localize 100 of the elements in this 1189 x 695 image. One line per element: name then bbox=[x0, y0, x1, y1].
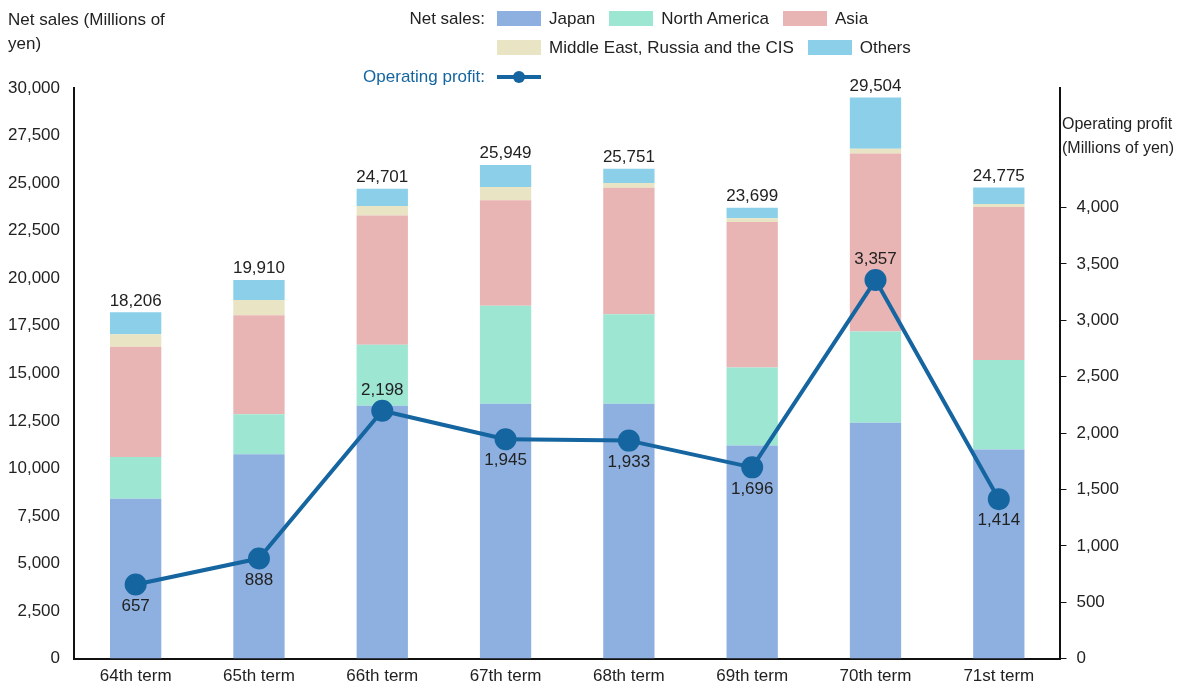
data-label: 1,945 bbox=[484, 450, 527, 470]
data-label: 1,696 bbox=[730, 478, 774, 498]
bar bbox=[603, 183, 655, 188]
y2-tick-label: 0 bbox=[1076, 648, 1086, 668]
bar bbox=[233, 279, 285, 301]
total-label: 24,701 bbox=[356, 166, 409, 186]
y2-tick-label: 500 bbox=[1076, 591, 1105, 611]
x-tick-label: 66th term bbox=[346, 666, 419, 686]
bar bbox=[973, 449, 1025, 659]
total-label: 29,504 bbox=[849, 75, 902, 95]
x-tick-label: 70th term bbox=[839, 666, 912, 686]
bar bbox=[973, 359, 1025, 450]
y2-tick-label: 3,500 bbox=[1076, 253, 1120, 273]
data-label: 888 bbox=[244, 569, 274, 589]
point bbox=[617, 429, 640, 452]
total-label: 24,775 bbox=[972, 165, 1025, 185]
bar bbox=[233, 315, 285, 415]
bar bbox=[726, 367, 778, 446]
point bbox=[124, 573, 147, 596]
bar bbox=[233, 300, 285, 316]
bar bbox=[726, 445, 778, 659]
bar bbox=[603, 403, 655, 659]
data-label: 657 bbox=[121, 595, 150, 615]
total-label: 19,910 bbox=[232, 258, 285, 278]
y2-tick-label: 1,500 bbox=[1076, 479, 1120, 499]
bar bbox=[726, 218, 778, 223]
total-label: 25,949 bbox=[479, 143, 532, 163]
y2-axis-title: Operating profit (Millions of yen) bbox=[1062, 114, 1176, 158]
y-tick-label: 22,500 bbox=[8, 220, 60, 240]
point bbox=[864, 269, 887, 292]
x-tick-label: 64th term bbox=[99, 666, 172, 686]
legend-label: Others bbox=[859, 37, 911, 58]
y2-tick-label: 4,000 bbox=[1076, 197, 1120, 217]
y-tick-label: 20,000 bbox=[8, 267, 60, 287]
bar bbox=[849, 97, 902, 149]
bar bbox=[849, 331, 902, 423]
bar bbox=[356, 215, 408, 345]
text: Operating profit: bbox=[362, 66, 485, 87]
bar bbox=[849, 422, 902, 659]
legend-label: Japan bbox=[549, 8, 596, 29]
legend-label: Middle East, Russia and the CIS bbox=[549, 37, 794, 58]
bar bbox=[726, 222, 778, 368]
data-label: 2,198 bbox=[360, 379, 404, 399]
point bbox=[371, 399, 394, 422]
bar bbox=[849, 148, 902, 154]
data-label: 1,933 bbox=[607, 451, 651, 471]
y-tick-label: 0 bbox=[50, 648, 60, 668]
y2-tick-label: 2,000 bbox=[1076, 422, 1120, 442]
x-tick-label: 65th term bbox=[223, 666, 295, 686]
bar bbox=[479, 305, 532, 404]
bar bbox=[233, 414, 285, 455]
bar bbox=[479, 200, 532, 306]
y-tick-label: 17,500 bbox=[8, 315, 60, 335]
y-tick-label: 2,500 bbox=[17, 600, 60, 620]
y-tick-label: 7,500 bbox=[17, 505, 60, 525]
y-tick-label: 12,500 bbox=[8, 410, 60, 430]
bar bbox=[603, 187, 655, 315]
bar bbox=[110, 456, 162, 499]
y-tick-label: 5,000 bbox=[17, 553, 60, 573]
total-label: 18,206 bbox=[109, 290, 162, 310]
total-label: 23,699 bbox=[726, 186, 779, 206]
point bbox=[741, 456, 764, 479]
y-tick-label: 25,000 bbox=[8, 172, 60, 192]
bar bbox=[110, 498, 162, 659]
bar bbox=[726, 207, 778, 219]
point bbox=[247, 547, 270, 570]
bar bbox=[233, 454, 285, 659]
y2-tick-label: 1,000 bbox=[1076, 535, 1120, 555]
bar bbox=[603, 314, 655, 404]
point bbox=[494, 428, 517, 451]
x-tick-label: 68th term bbox=[592, 666, 665, 686]
bar bbox=[110, 312, 162, 335]
bar bbox=[603, 168, 655, 184]
x-tick-label: 69th term bbox=[716, 666, 789, 686]
data-label: 1,414 bbox=[977, 510, 1021, 530]
bar bbox=[479, 186, 532, 201]
legend-label: North America bbox=[661, 8, 770, 29]
x-tick-label: 71st term bbox=[963, 666, 1035, 686]
y-tick-label: 10,000 bbox=[8, 458, 60, 478]
total-label: 25,751 bbox=[602, 147, 655, 166]
y-tick-label: 27,500 bbox=[8, 125, 60, 145]
bar bbox=[110, 334, 162, 347]
bar bbox=[479, 165, 532, 187]
y2-tick-label: 3,000 bbox=[1076, 309, 1120, 329]
data-label: 3,357 bbox=[854, 249, 897, 269]
bar bbox=[110, 346, 162, 457]
bar bbox=[356, 205, 408, 216]
bar bbox=[973, 187, 1025, 205]
bar bbox=[849, 153, 902, 332]
legend-title: Net sales: bbox=[408, 8, 485, 29]
bar bbox=[356, 188, 408, 206]
bar bbox=[479, 403, 532, 659]
legend-label: Asia bbox=[835, 8, 869, 29]
bar bbox=[356, 405, 408, 659]
y2-tick-label: 2,500 bbox=[1076, 366, 1120, 386]
bar bbox=[973, 206, 1025, 360]
y-axis-title: Net sales (Millions of yen) bbox=[8, 9, 166, 55]
point bbox=[987, 488, 1010, 511]
x-tick-label: 67th term bbox=[469, 666, 542, 686]
y-tick-label: 30,000 bbox=[8, 77, 60, 97]
